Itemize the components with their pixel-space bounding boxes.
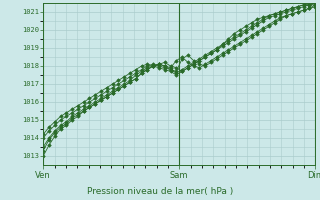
Text: Pression niveau de la mer( hPa ): Pression niveau de la mer( hPa )	[87, 187, 233, 196]
